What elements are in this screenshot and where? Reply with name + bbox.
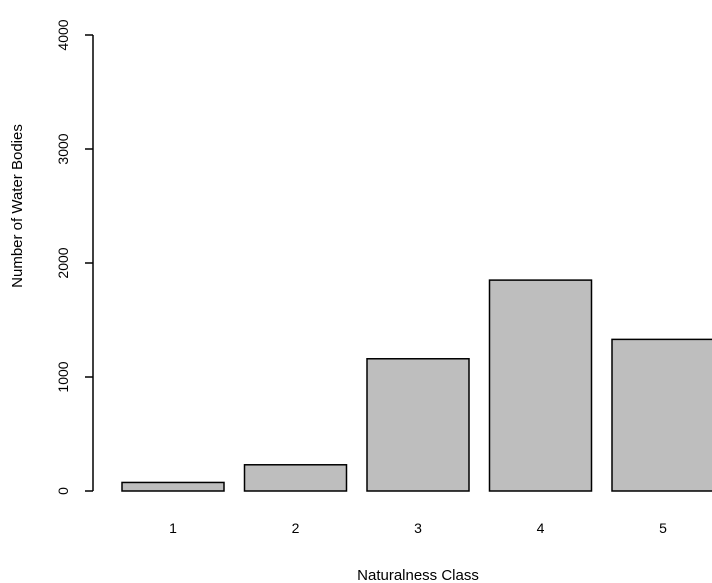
- bar: [243, 464, 348, 492]
- x-tick-label: 1: [169, 520, 177, 536]
- bar: [121, 481, 225, 492]
- y-tick-label: 4000: [55, 19, 71, 50]
- bar: [488, 279, 593, 492]
- y-tick-label: 2000: [55, 247, 71, 278]
- x-axis-title: Naturalness Class: [357, 567, 479, 583]
- x-tick-label: 2: [292, 520, 300, 536]
- x-tick-label: 5: [659, 520, 667, 536]
- x-tick-labels: 1 2 3 4 5: [169, 520, 667, 536]
- x-tick-label: 3: [414, 520, 422, 536]
- y-axis: 0 1000 2000 3000 4000: [55, 19, 94, 495]
- y-tick-label: 0: [55, 487, 71, 495]
- bar: [611, 338, 712, 492]
- x-tick-label: 4: [537, 520, 545, 536]
- y-tick-label: 1000: [55, 361, 71, 392]
- bars: [121, 279, 712, 492]
- bar: [366, 358, 470, 492]
- y-tick-label: 3000: [55, 133, 71, 164]
- y-axis-title: Number of Water Bodies: [9, 124, 26, 288]
